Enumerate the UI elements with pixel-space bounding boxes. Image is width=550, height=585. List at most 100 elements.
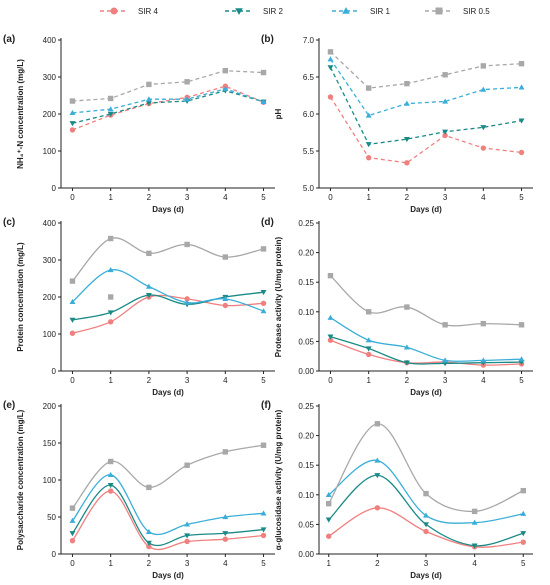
y-tick-label: 50 xyxy=(47,513,56,522)
y-tick-label: 100 xyxy=(43,147,57,156)
data-point xyxy=(107,458,114,465)
data-point xyxy=(471,543,478,549)
y-tick-label: 100 xyxy=(43,330,57,339)
data-series xyxy=(69,235,267,300)
data-point xyxy=(69,537,76,544)
data-point xyxy=(145,540,152,546)
x-tick-label: 5 xyxy=(519,193,524,202)
data-point xyxy=(107,294,114,300)
data-series xyxy=(69,83,267,133)
data-series xyxy=(326,421,526,515)
x-axis-title: Days (d) xyxy=(410,205,442,214)
data-point xyxy=(107,95,114,102)
data-point xyxy=(145,96,152,102)
series-line xyxy=(71,444,264,509)
data-point xyxy=(184,538,190,545)
y-tick-label: 400 xyxy=(43,36,57,45)
y-tick-label: 300 xyxy=(43,73,57,82)
x-tick-label: 4 xyxy=(223,193,228,202)
y-tick-label: 0.15 xyxy=(298,278,314,287)
data-point xyxy=(480,86,487,92)
x-tick-label: 1 xyxy=(108,559,113,568)
data-point xyxy=(184,462,190,468)
x-tick-label: 0 xyxy=(328,376,333,385)
x-tick-label: 3 xyxy=(185,376,190,385)
data-point xyxy=(260,246,267,252)
data-point xyxy=(423,512,429,518)
data-point xyxy=(107,483,114,489)
legend-label: SIR 2 xyxy=(263,7,284,16)
panel-letter: (e) xyxy=(3,400,15,411)
x-tick-label: 5 xyxy=(521,559,526,568)
data-point xyxy=(222,85,229,91)
data-series xyxy=(326,505,526,550)
data-point xyxy=(442,98,449,104)
data-point xyxy=(403,100,410,106)
data-point xyxy=(404,304,410,310)
data-point xyxy=(365,154,372,161)
x-tick-label: 0 xyxy=(328,193,333,202)
x-tick-label: 0 xyxy=(70,376,75,385)
series-line xyxy=(329,58,522,117)
data-point xyxy=(518,60,525,67)
x-axis-title: Days (d) xyxy=(152,388,184,397)
data-point xyxy=(327,314,334,320)
data-series xyxy=(327,56,525,118)
legend-entry: SIR 0.5 xyxy=(425,7,490,16)
y-tick-label: 0 xyxy=(52,550,57,559)
x-tick-label: 2 xyxy=(405,193,410,202)
x-tick-label: 3 xyxy=(443,193,448,202)
data-point xyxy=(518,322,525,328)
y-tick-label: 100 xyxy=(43,476,57,485)
series-line xyxy=(329,67,522,146)
panel-letter: (b) xyxy=(261,34,274,45)
data-point xyxy=(69,127,76,133)
series-line xyxy=(71,474,264,536)
x-tick-label: 3 xyxy=(424,559,429,568)
legend-marker xyxy=(235,8,243,15)
data-point xyxy=(326,500,332,507)
data-point xyxy=(184,296,190,302)
legend-entry: SIR 2 xyxy=(225,7,284,16)
data-point xyxy=(374,457,381,463)
y-tick-label: 0.05 xyxy=(298,337,314,346)
data-point xyxy=(260,532,267,539)
x-axis-title: Days (d) xyxy=(410,571,442,580)
data-point xyxy=(69,121,76,127)
x-tick-label: 2 xyxy=(147,193,152,202)
data-point xyxy=(404,160,410,166)
data-point xyxy=(184,299,191,305)
x-axis-title: Days (d) xyxy=(152,571,184,580)
data-point xyxy=(365,309,372,315)
y-tick-label: 200 xyxy=(43,402,57,411)
legend-label: SIR 1 xyxy=(370,7,391,16)
x-tick-label: 1 xyxy=(108,376,113,385)
data-point xyxy=(471,508,478,515)
data-point xyxy=(327,94,334,100)
data-point xyxy=(442,322,448,328)
y-tick-label: 6.5 xyxy=(303,73,315,82)
data-point xyxy=(260,69,267,76)
y-tick-label: 300 xyxy=(43,256,57,265)
data-point xyxy=(145,283,152,289)
series-line xyxy=(72,269,264,312)
data-point xyxy=(327,334,334,340)
panel-letter: (f) xyxy=(261,400,271,411)
data-point xyxy=(260,308,267,314)
panel-letter: (c) xyxy=(3,217,15,228)
data-point xyxy=(365,85,372,91)
data-point xyxy=(260,290,267,296)
data-point xyxy=(518,149,525,156)
data-point xyxy=(374,473,381,479)
data-point xyxy=(442,132,448,139)
chart-panel: (d) 0.00 0.05 0.10 0.15 0.20 0.25 0 1 2 3 4 5 Days (d… xyxy=(261,217,533,397)
data-point xyxy=(107,106,114,112)
y-tick-label: 0.15 xyxy=(298,461,314,470)
data-point xyxy=(107,235,114,242)
y-tick-label: 200 xyxy=(43,110,57,119)
data-point xyxy=(145,100,152,106)
data-point xyxy=(471,519,478,525)
series-line xyxy=(72,70,264,102)
